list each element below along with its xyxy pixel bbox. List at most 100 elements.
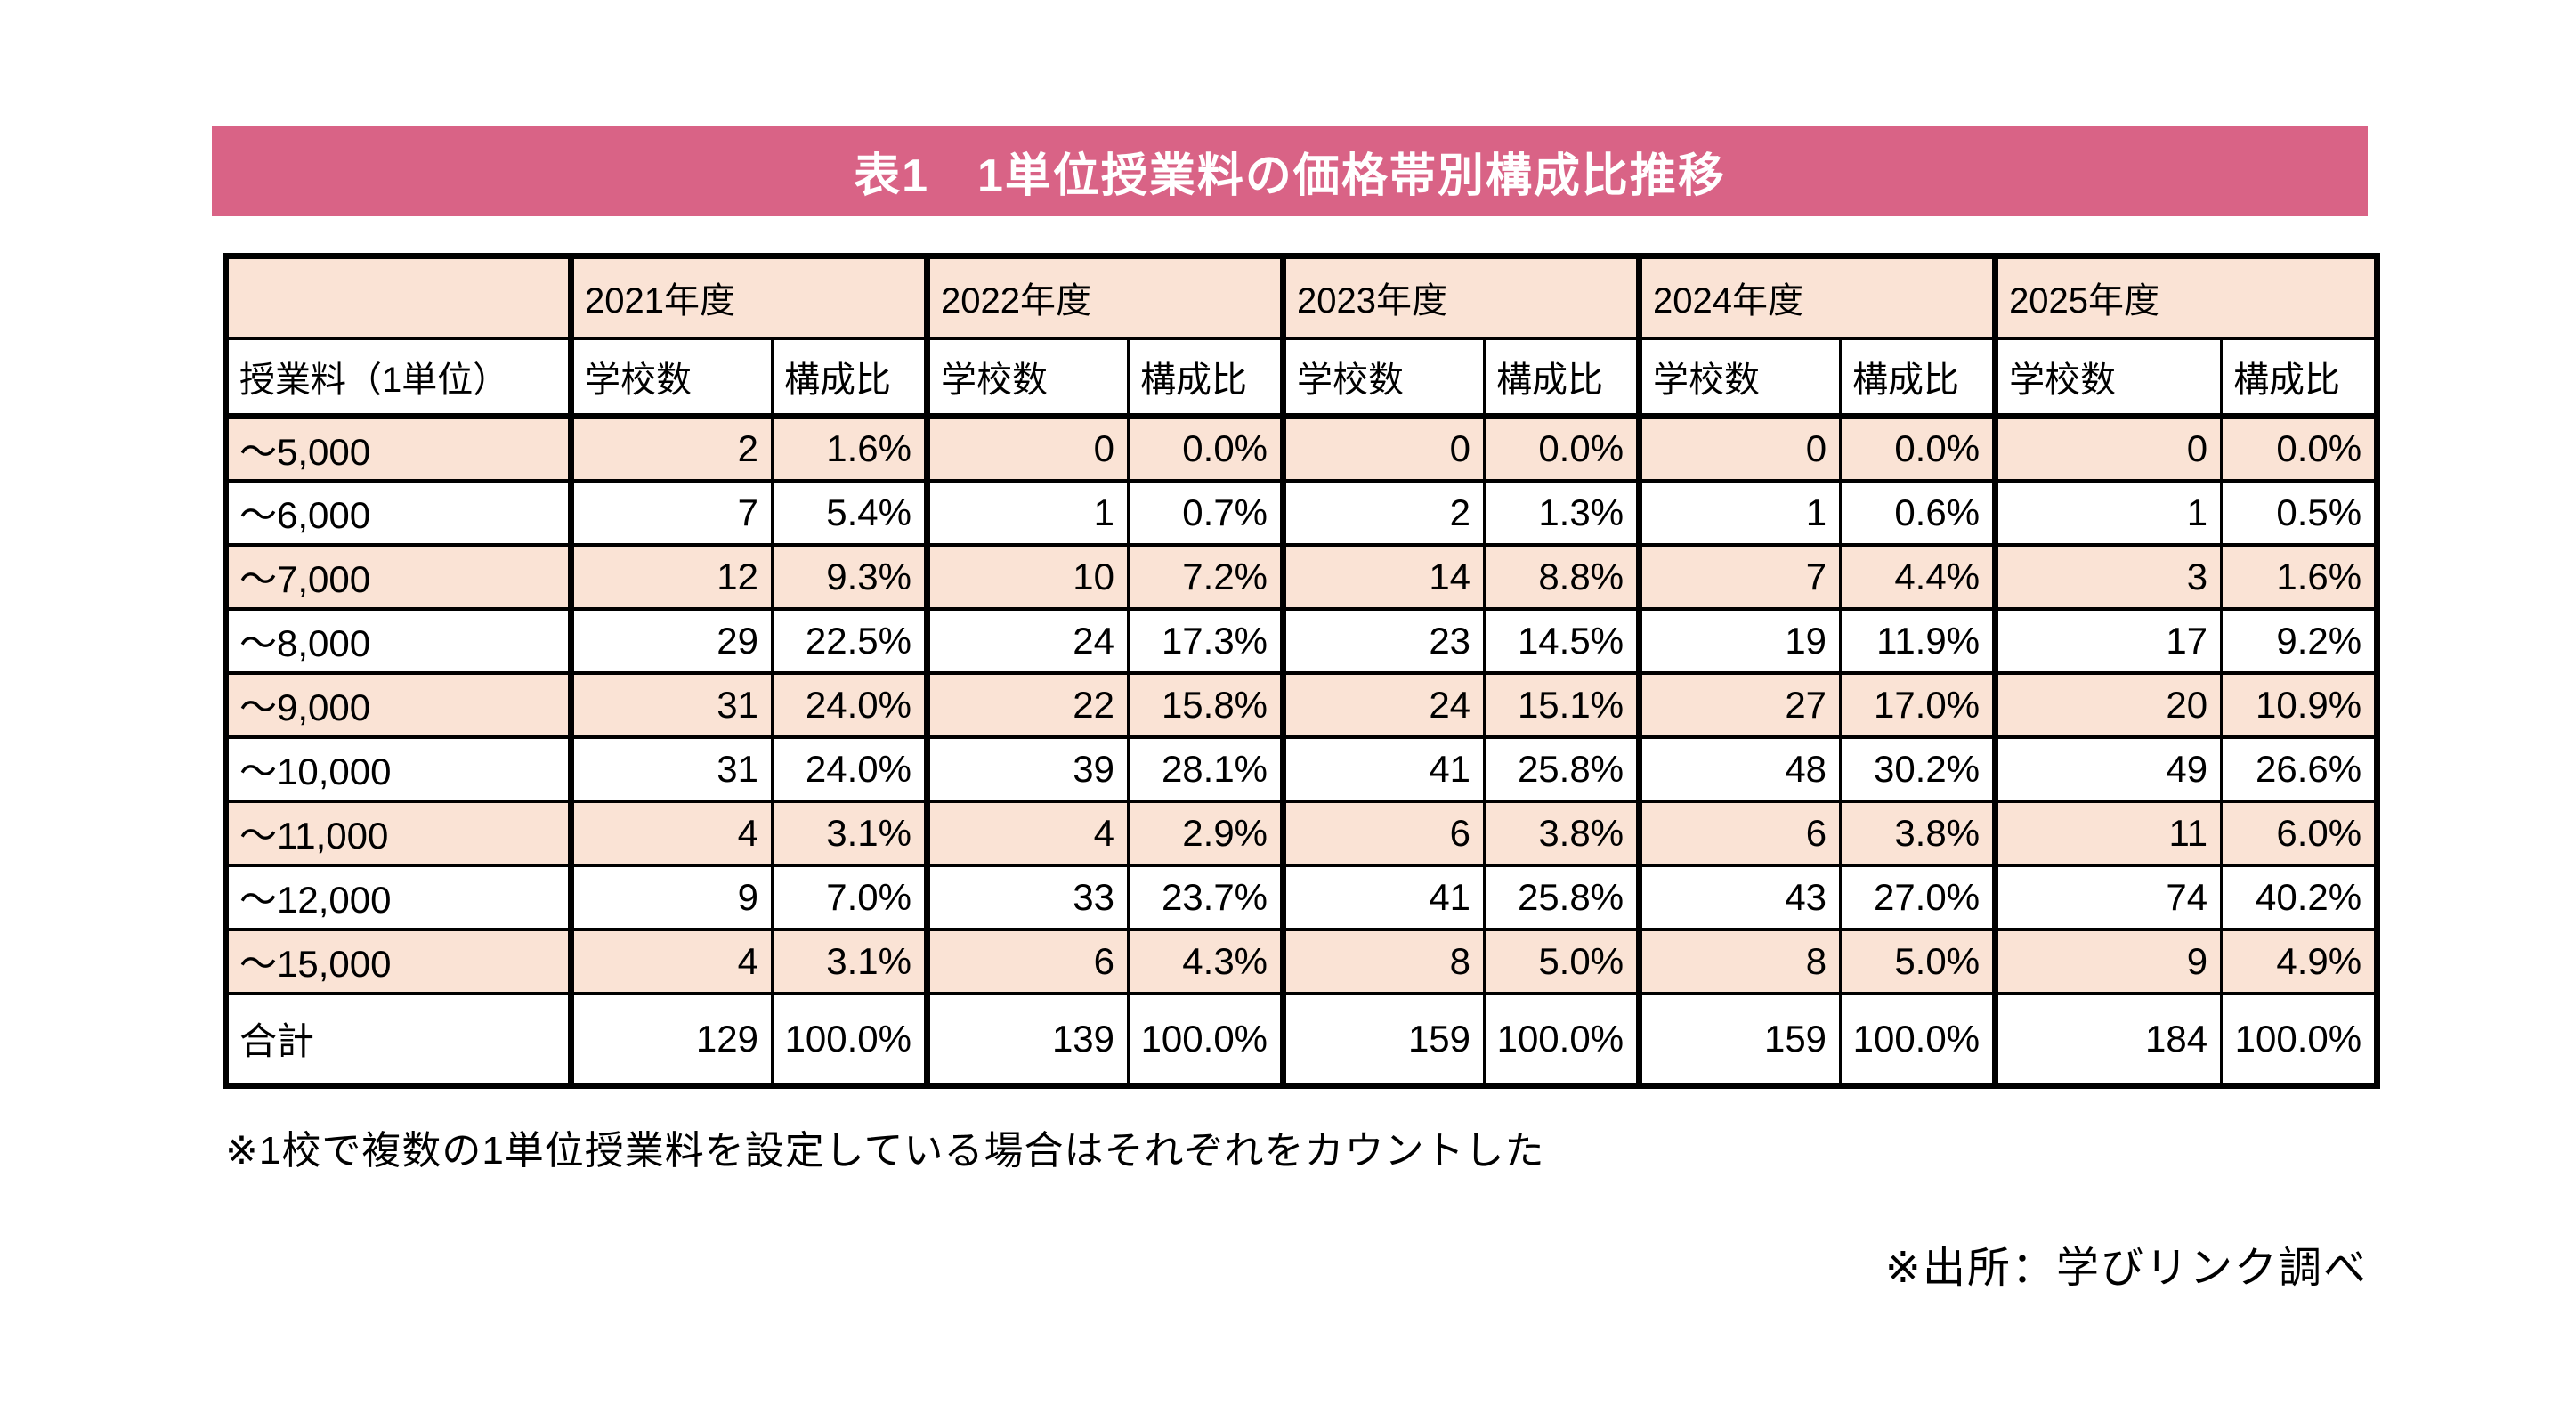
composition-ratio-cell: 9.3% [770,542,929,611]
composition-ratio-cell: 24.0% [770,735,929,803]
composition-ratio-cell: 0.0% [1839,414,1997,483]
school-count-cell: 0 [1992,414,2224,483]
composition-ratio-cell: 5.4% [770,478,929,547]
price-band-label: ～12,000 [224,863,572,931]
school-count-cell: 159 [1280,991,1486,1088]
composition-ratio-cell: 100.0% [1127,991,1285,1088]
school-count-cell: 31 [568,670,774,739]
composition-ratio-cell: 3.8% [1483,799,1641,867]
price-band-label: ～5,000 [224,414,572,483]
corner-empty-cell [224,254,572,340]
price-band-row: ～11,000 4 3.1% 4 2.9% 6 3.8% 6 3.8% 11 6.0% [224,799,2379,867]
school-count-cell: 7 [1636,542,1843,611]
school-count-cell: 41 [1280,863,1486,931]
school-count-cell: 3 [1992,542,2224,611]
composition-ratio-cell: 6.0% [2220,799,2379,867]
composition-ratio-cell: 100.0% [770,991,929,1088]
composition-ratio-cell: 11.9% [1839,606,1997,675]
school-count-cell: 6 [1280,799,1486,867]
composition-ratio-cell: 4.9% [2220,927,2379,995]
composition-ratio-cell: 15.8% [1127,670,1285,739]
composition-ratio-cell: 0.7% [1127,478,1285,547]
school-count-cell: 9 [1992,927,2224,995]
school-count-cell: 29 [568,606,774,675]
school-count-cell: 33 [924,863,1130,931]
school-count-cell: 12 [568,542,774,611]
price-band-label: ～11,000 [224,799,572,867]
school-count-cell: 10 [924,542,1130,611]
composition-ratio-header: 構成比 [1127,336,1285,419]
price-band-row: ～10,000 31 24.0% 39 28.1% 41 25.8% 48 30.2% 49 26.… [224,735,2379,803]
school-count-cell: 0 [1280,414,1486,483]
school-count-cell: 129 [568,991,774,1088]
composition-ratio-cell: 5.0% [1839,927,1997,995]
school-count-cell: 8 [1636,927,1843,995]
school-count-header: 学校数 [924,336,1130,419]
composition-ratio-cell: 3.1% [770,799,929,867]
composition-ratio-cell: 5.0% [1483,927,1641,995]
school-count-cell: 14 [1280,542,1486,611]
price-band-label: ～15,000 [224,927,572,995]
school-count-cell: 41 [1280,735,1486,803]
school-count-cell: 11 [1992,799,2224,867]
composition-ratio-cell: 25.8% [1483,735,1641,803]
composition-ratio-cell: 26.6% [2220,735,2379,803]
composition-ratio-cell: 22.5% [770,606,929,675]
year-header-2021: 2021年度 [567,254,929,340]
composition-ratio-cell: 3.1% [770,927,929,995]
price-band-row: ～9,000 31 24.0% 22 15.8% 24 15.1% 27 17.0% 20 10.9… [224,670,2379,739]
school-count-cell: 43 [1636,863,1843,931]
composition-ratio-cell: 14.5% [1483,606,1641,675]
composition-ratio-cell: 23.7% [1127,863,1285,931]
school-count-cell: 22 [924,670,1130,739]
price-band-label: ～7,000 [224,542,572,611]
school-count-header: 学校数 [1992,336,2224,419]
composition-ratio-header: 構成比 [1483,336,1641,419]
sub-header-row: 授業料（1単位） 学校数 構成比 学校数 構成比 学校数 構成比 学校数 構成比 学校数 構成比 [224,336,2379,419]
composition-ratio-cell: 17.0% [1839,670,1997,739]
total-row: 合計 129 100.0% 139 100.0% 159 100.0% 159 100.0% 18… [224,991,2379,1088]
composition-ratio-cell: 30.2% [1839,735,1997,803]
composition-ratio-cell: 27.0% [1839,863,1997,931]
school-count-header: 学校数 [1636,336,1843,419]
school-count-cell: 8 [1280,927,1486,995]
school-count-cell: 27 [1636,670,1843,739]
school-count-cell: 1 [1636,478,1843,547]
composition-ratio-cell: 1.3% [1483,478,1641,547]
price-band-label: ～8,000 [224,606,572,675]
price-band-label: ～9,000 [224,670,572,739]
composition-ratio-cell: 40.2% [2220,863,2379,931]
composition-ratio-cell: 100.0% [2220,991,2379,1088]
school-count-header: 学校数 [568,336,774,419]
composition-ratio-cell: 1.6% [2220,542,2379,611]
school-count-cell: 49 [1992,735,2224,803]
school-count-cell: 7 [568,478,774,547]
school-count-cell: 74 [1992,863,2224,931]
composition-ratio-cell: 7.2% [1127,542,1285,611]
composition-ratio-cell: 0.5% [2220,478,2379,547]
school-count-cell: 2 [568,414,774,483]
composition-ratio-cell: 0.0% [1127,414,1285,483]
composition-ratio-cell: 9.2% [2220,606,2379,675]
school-count-cell: 17 [1992,606,2224,675]
school-count-cell: 4 [568,927,774,995]
school-count-cell: 19 [1636,606,1843,675]
composition-ratio-cell: 0.6% [1839,478,1997,547]
school-count-cell: 31 [568,735,774,803]
school-count-cell: 48 [1636,735,1843,803]
price-band-label: ～6,000 [224,478,572,547]
price-band-row: ～12,000 9 7.0% 33 23.7% 41 25.8% 43 27.0% 74 40.2% [224,863,2379,931]
year-header-2023: 2023年度 [1280,254,1641,340]
school-count-cell: 2 [1280,478,1486,547]
school-count-cell: 4 [568,799,774,867]
price-band-row: ～5,000 2 1.6% 0 0.0% 0 0.0% 0 0.0% 0 0.0% [224,414,2379,483]
composition-ratio-cell: 0.0% [2220,414,2379,483]
composition-ratio-header: 構成比 [2220,336,2379,419]
year-header-2022: 2022年度 [924,254,1285,340]
composition-ratio-cell: 100.0% [1839,991,1997,1088]
price-band-row: ～8,000 29 22.5% 24 17.3% 23 14.5% 19 11.9% 17 9.2% [224,606,2379,675]
total-label: 合計 [224,991,572,1088]
school-count-cell: 139 [924,991,1130,1088]
composition-ratio-cell: 2.9% [1127,799,1285,867]
